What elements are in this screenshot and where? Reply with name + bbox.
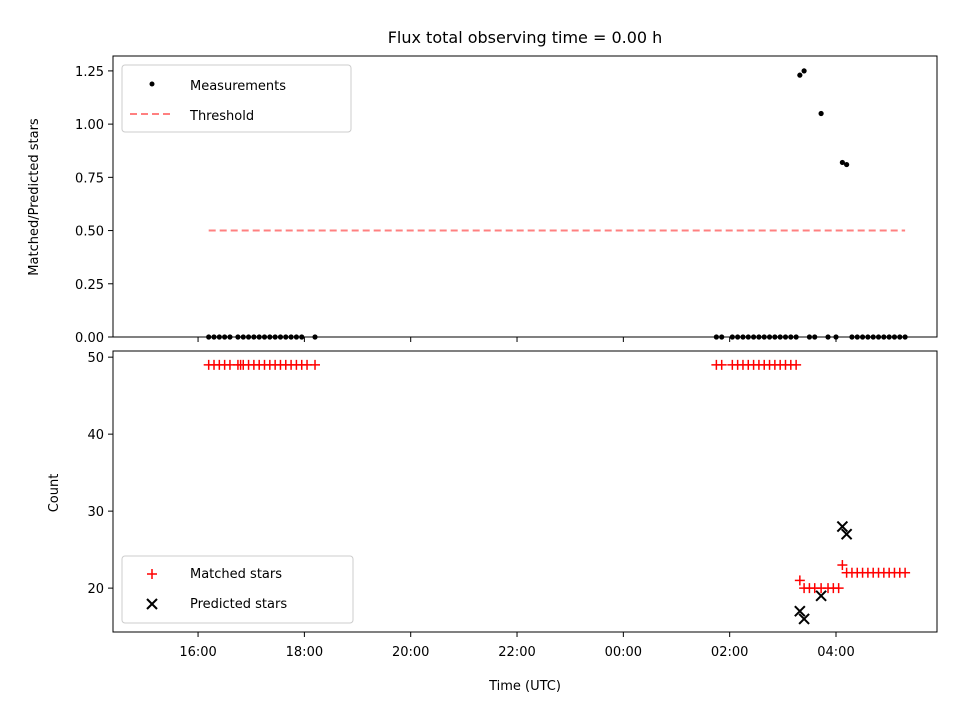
measurement-point (801, 68, 807, 74)
top-axes-frame (112, 55, 938, 338)
bottom-x-tick-label: 04:00 (817, 645, 854, 660)
bottom-legend-box (121, 555, 354, 624)
bottom-axes-frame (112, 350, 938, 633)
matched-star-point (794, 575, 805, 586)
top-y-tick-label: 1.25 (75, 65, 104, 80)
top-y-axis-label: Matched/Predicted stars (27, 118, 42, 276)
legend-matched-label: Matched stars (190, 567, 282, 582)
bottom-y-tick-label: 50 (87, 351, 104, 366)
bottom-x-tick-label: 18:00 (286, 645, 323, 660)
measurement-point (797, 72, 803, 78)
bottom-x-tick-label: 16:00 (179, 645, 216, 660)
bottom-y-tick-label: 30 (87, 505, 104, 520)
legend-threshold-label: Threshold (189, 109, 254, 124)
bottom-series-marks (203, 359, 911, 625)
measurement-point (839, 159, 845, 166)
top-legend: Measurements Threshold (121, 64, 352, 133)
matched-star-point (716, 359, 727, 370)
matched-star-point (837, 560, 848, 571)
predicted-star-point (794, 605, 806, 617)
bottom-panel: 16:00 18:00 20:00 22:00 00:00 02:00 04:00 20 30 4… (47, 350, 938, 694)
bottom-x-tick-label: 22:00 (498, 645, 535, 660)
predicted-star-point (836, 520, 849, 533)
bottom-y-tick-label: 40 (87, 428, 104, 443)
bottom-x-tick-label: 02:00 (711, 645, 748, 660)
bottom-x-tick-label: 20:00 (392, 645, 429, 660)
legend-measurements-marker (149, 81, 155, 87)
top-y-tick-label: 1.00 (75, 118, 104, 133)
legend-predicted-marker (146, 598, 158, 610)
legend-predicted-label: Predicted stars (190, 597, 287, 612)
bottom-legend: Matched stars Predicted stars (121, 555, 354, 624)
top-y-tick-label: 0.50 (75, 225, 104, 240)
bottom-y-tick-label: 20 (87, 582, 104, 597)
top-ticks: 0.00 0.25 0.50 0.75 1.00 1.25 (75, 65, 837, 346)
top-y-tick-label: 0.25 (75, 278, 104, 293)
measurement-point (844, 161, 850, 168)
bottom-y-axis-label: Count (47, 474, 62, 513)
x-axis-label: Time (UTC) (488, 679, 561, 694)
top-y-tick-label: 0.00 (75, 331, 104, 346)
top-legend-box (121, 64, 352, 133)
predicted-star-point (840, 528, 853, 540)
matched-star-point (310, 359, 321, 370)
bottom-ticks: 16:00 18:00 20:00 22:00 00:00 02:00 04:00 20 30 4… (87, 351, 854, 660)
top-panel: 0.00 0.25 0.50 0.75 1.00 1.25 Matched/Predict… (27, 55, 938, 346)
legend-matched-marker (147, 569, 157, 579)
measurement-point (818, 110, 824, 117)
matched-star-point (791, 359, 802, 370)
matched-star-point (900, 567, 911, 578)
legend-measurements-label: Measurements (190, 79, 286, 94)
predicted-star-point (815, 590, 827, 602)
matched-star-point (833, 583, 844, 594)
bottom-x-tick-label: 00:00 (605, 645, 642, 660)
predicted-star-point (798, 613, 810, 625)
top-y-tick-label: 0.75 (75, 171, 104, 186)
chart-title: Flux total observing time = 0.00 h (388, 28, 663, 47)
